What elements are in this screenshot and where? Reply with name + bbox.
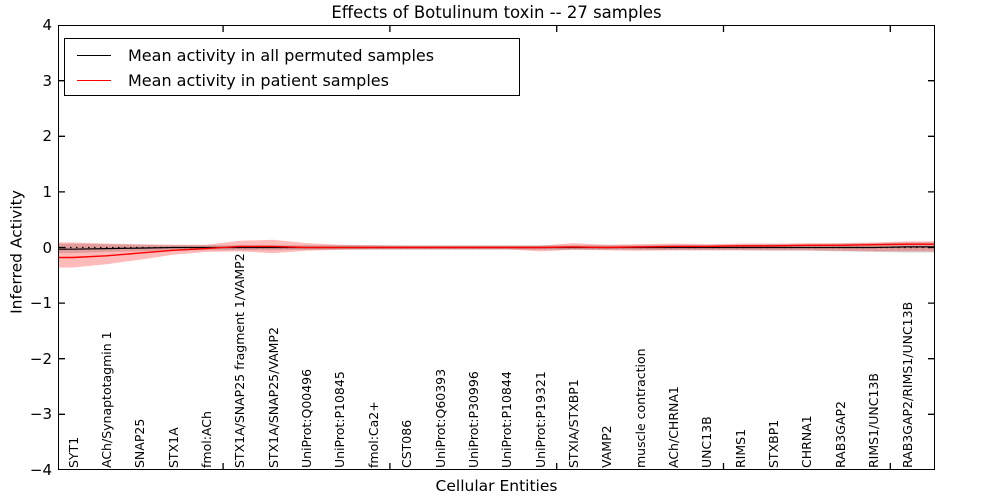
legend-label-patient: Mean activity in patient samples	[128, 71, 389, 90]
x-tick-label: RIMS1/UNC13B	[866, 373, 882, 468]
x-tick-label: UniProt:Q60393	[432, 368, 448, 468]
y-tick-label: −4	[29, 460, 52, 479]
plot-area	[58, 25, 935, 470]
x-tick-label: CHRNA1	[799, 415, 815, 468]
x-tick-label: UniProt:P10845	[332, 371, 348, 468]
y-tick-label: 2	[42, 127, 52, 146]
y-tick-label: 4	[42, 16, 52, 35]
y-tick-label: −3	[29, 405, 52, 424]
legend-label-permuted: Mean activity in all permuted samples	[128, 46, 435, 65]
x-tick-label: STXBP1	[766, 419, 782, 468]
y-tick-label: 0	[42, 238, 52, 257]
x-tick-label: RAB3GAP2/RIMS1/UNC13B	[899, 301, 915, 468]
x-tick-label: ACh/CHRNA1	[666, 386, 681, 468]
y-tick-label: 1	[42, 182, 52, 201]
patient-mean-line	[58, 243, 935, 259]
legend-item-patient: Mean activity in patient samples	[77, 68, 519, 93]
x-tick-label: CST086	[399, 419, 415, 468]
patient-line-swatch	[77, 80, 111, 81]
legend: Mean activity in all permuted samples Me…	[64, 38, 520, 96]
x-tick-label: STX1A	[165, 427, 181, 468]
x-tick-label: SYT1	[65, 436, 81, 468]
x-tick-label: muscle contraction	[632, 348, 648, 468]
x-tick-label: STX1A/SNAP25/VAMP2	[265, 327, 281, 468]
x-tick-label: fmol:ACh	[198, 411, 214, 468]
legend-item-permuted: Mean activity in all permuted samples	[77, 43, 519, 68]
x-tick-label: RIMS1	[732, 428, 748, 468]
x-tick-label: UniProt:P10844	[499, 371, 515, 468]
y-tick-label: −1	[29, 294, 52, 313]
axes-frame	[58, 25, 935, 470]
x-tick-label: STXIA/STXBP1	[565, 379, 581, 468]
x-tick-label: UniProt:P30996	[465, 371, 481, 468]
x-tick-label: SNAP25	[132, 418, 148, 468]
permuted-line-swatch	[77, 55, 111, 56]
chart-title: Effects of Botulinum toxin -- 27 samples	[331, 3, 662, 22]
x-tick-label: VAMP2	[599, 425, 615, 468]
x-tick-label: fmol:Ca2+	[365, 401, 381, 468]
x-tick-label: UniProt:P19321	[532, 371, 548, 468]
x-tick-label: UNC13B	[699, 416, 715, 468]
x-tick-label: RAB3GAP2	[832, 401, 848, 468]
x-tick-label: ACh/Synaptotagmin 1	[98, 331, 114, 468]
y-tick-label: −2	[29, 349, 52, 368]
y-tick-label: 3	[42, 71, 52, 90]
x-axis-label: Cellular Entities	[435, 477, 558, 495]
x-tick-label: UniProt:Q00496	[299, 368, 314, 468]
x-tick-label: STX1A/SNAP25 fragment 1/VAMP2	[232, 253, 248, 468]
